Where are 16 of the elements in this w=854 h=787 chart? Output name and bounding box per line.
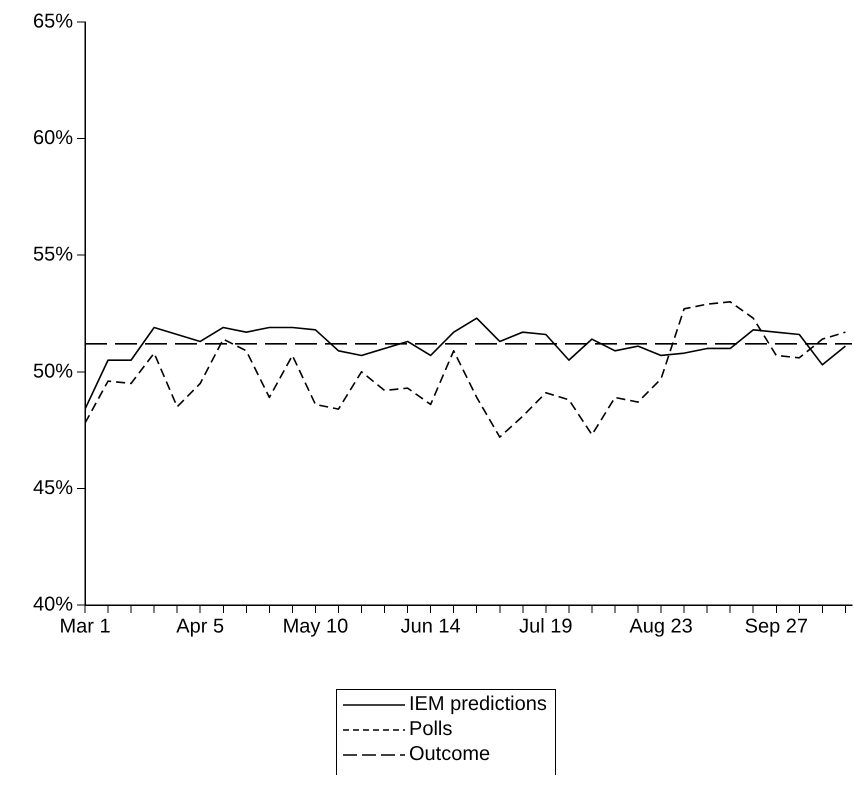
x-tick-label: Jun 14 (400, 616, 461, 638)
x-tick-label: Mar 1 (59, 616, 111, 638)
y-tick-label: 55% (32, 244, 74, 266)
y-tick-label: 40% (32, 594, 74, 616)
legend-label: Outcome (409, 743, 490, 766)
legend-label: IEM predictions (409, 693, 547, 716)
x-tick-label: Sep 27 (744, 616, 808, 638)
x-tick-label: May 10 (282, 616, 348, 638)
legend-label: Polls (409, 718, 452, 741)
x-tick-label: Aug 23 (629, 616, 693, 638)
x-tick-label: Apr 5 (176, 616, 224, 638)
x-tick-label: Jul 19 (519, 616, 573, 638)
y-tick-label: 50% (32, 360, 74, 382)
y-tick-label: 60% (32, 127, 74, 150)
y-tick-label: 65% (32, 10, 74, 33)
y-tick-label: 45% (32, 476, 74, 499)
